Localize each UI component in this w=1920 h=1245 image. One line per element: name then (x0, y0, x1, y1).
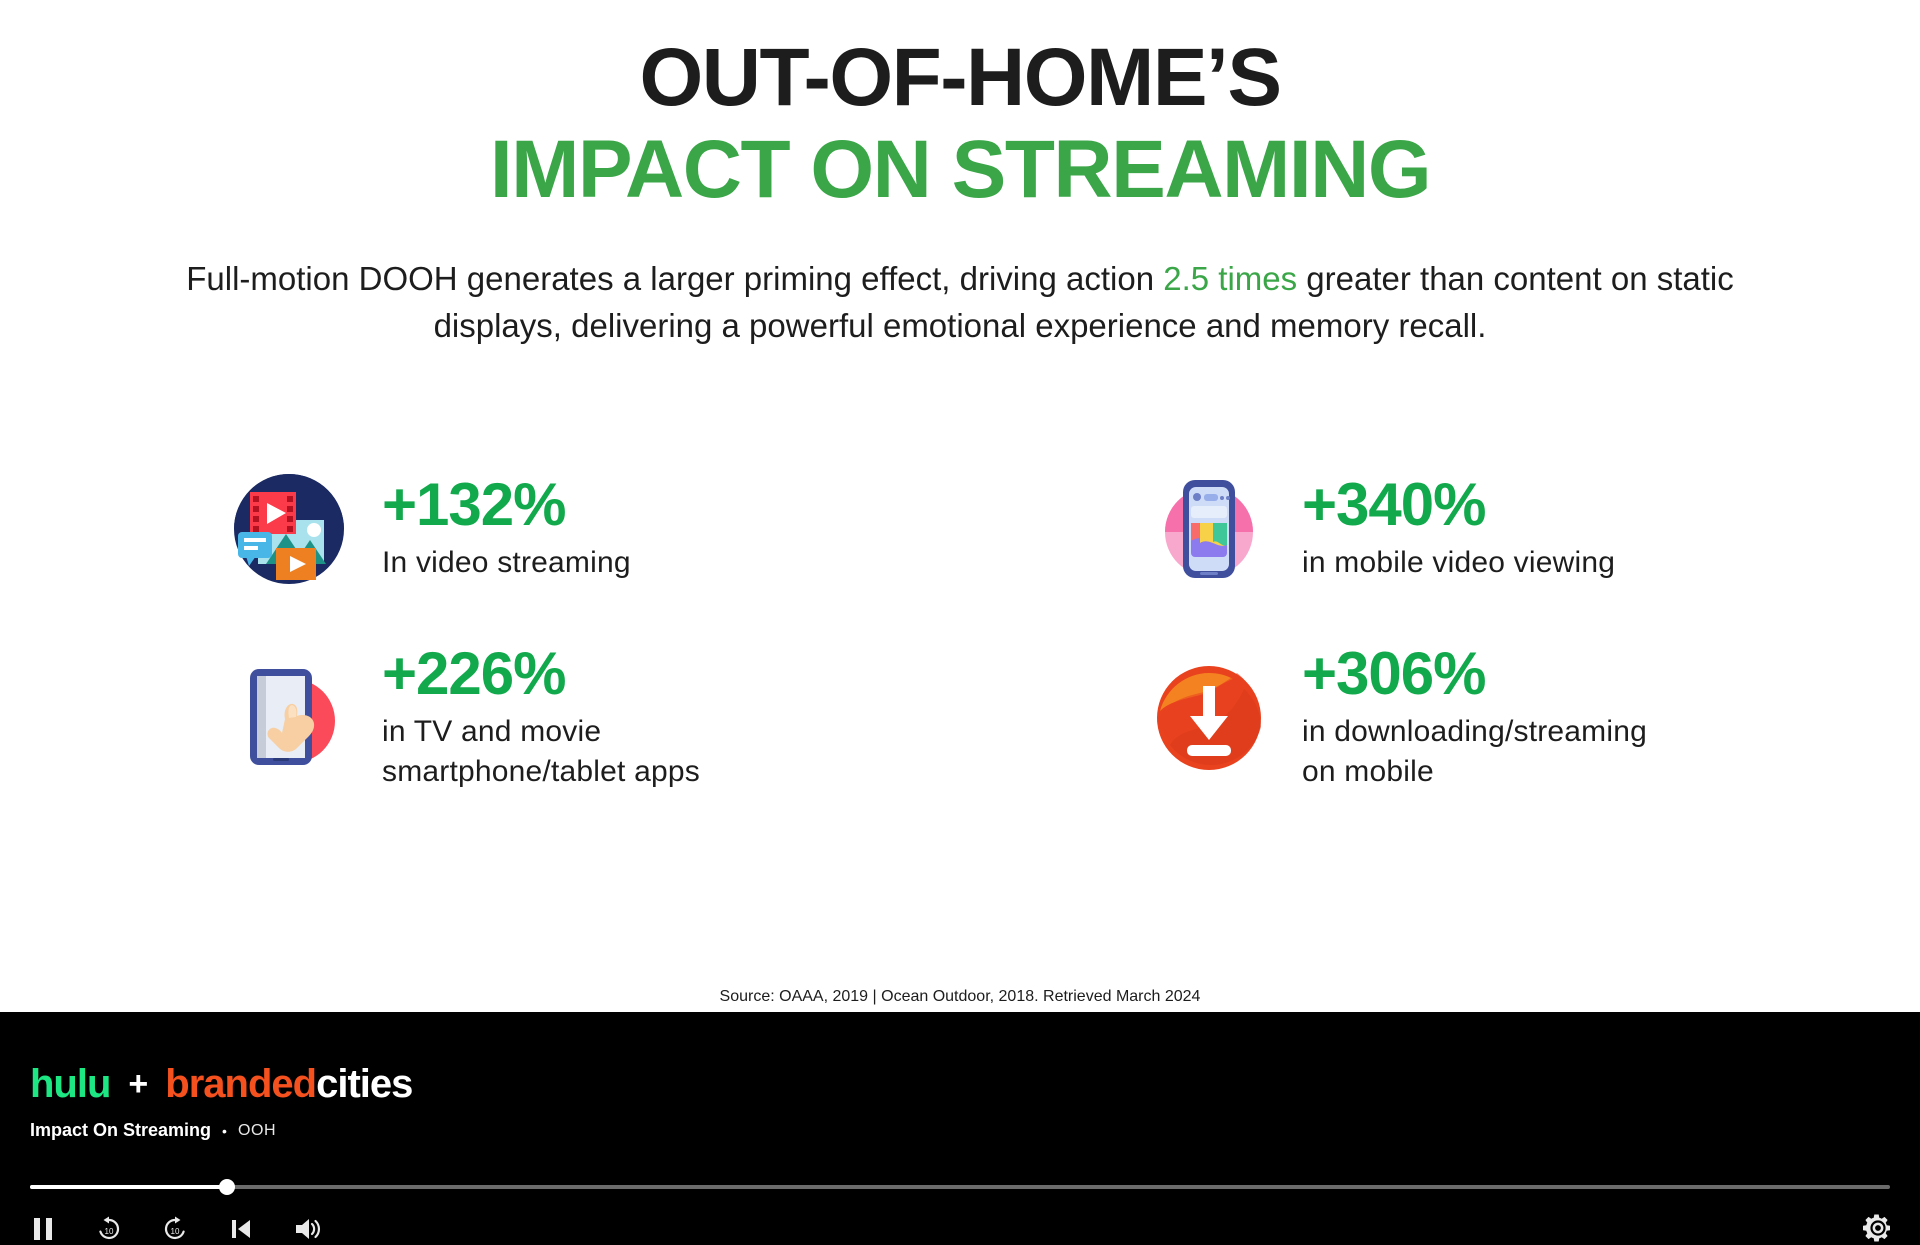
hulu-logo: hulu (30, 1062, 111, 1106)
stat-card-video-streaming: +132% In video streaming (0, 470, 960, 588)
media-meta: Impact On Streaming • OOH (30, 1120, 276, 1141)
stat-label-line-2: on mobile (1302, 754, 1434, 788)
volume-button[interactable] (290, 1212, 324, 1245)
stat-value: +306% (1302, 640, 1487, 707)
brandedcities-cities: cities (316, 1062, 413, 1106)
previous-slide-button[interactable] (224, 1212, 258, 1245)
svg-text:10: 10 (171, 1227, 180, 1236)
progress-handle[interactable] (219, 1179, 236, 1195)
stat-label: in mobile video viewing (1302, 546, 1616, 580)
stat-label-line-1: in TV and movie (382, 715, 602, 748)
media-tag: OOH (237, 1121, 277, 1139)
progress-track[interactable] (30, 1185, 1890, 1189)
subtitle-part-2: greater than content on static displays,… (433, 260, 1734, 345)
mobile-phone-icon (1150, 470, 1268, 588)
video-player-bar: hulu + brandedcities Impact On Streaming… (0, 1012, 1920, 1245)
stat-label: In video streaming (382, 546, 631, 580)
download-circle-icon (1150, 659, 1268, 777)
stat-text-block: +132% In video streaming (382, 475, 631, 583)
progress-scrubber[interactable] (30, 1179, 1890, 1195)
stat-card-downloading-streaming: +306% in downloading/streaming on mobile (960, 644, 1920, 791)
plus-separator: + (128, 1065, 148, 1103)
stat-card-mobile-video-viewing: +340% in mobile video viewing (960, 470, 1920, 588)
stat-text-block: +306% in downloading/streaming on mobile (1302, 644, 1647, 791)
meta-separator-dot: • (222, 1122, 227, 1139)
slide-title-block: OUT-OF-HOME’S IMPACT ON STREAMING (0, 0, 1920, 214)
branded-cities-logo: brandedcities (165, 1062, 413, 1107)
svg-text:10: 10 (105, 1227, 114, 1236)
progress-fill (30, 1185, 228, 1189)
stat-label-line-1: in downloading/streaming (1302, 715, 1648, 748)
slide-content: OUT-OF-HOME’S IMPACT ON STREAMING Full-m… (0, 0, 1920, 1005)
brand-lockup: hulu + brandedcities (30, 1062, 413, 1107)
stat-label-line-2: smartphone/tablet apps (382, 754, 700, 788)
settings-gear-icon[interactable] (1862, 1212, 1896, 1245)
source-citation: Source: OAAA, 2019 | Ocean Outdoor, 2018… (719, 988, 1201, 1005)
slide-subtitle: Full-motion DOOH generates a larger prim… (140, 256, 1780, 350)
stat-value: +226% (382, 640, 566, 707)
playback-controls: 10 10 (26, 1212, 324, 1245)
page-title-line-2: IMPACT ON STREAMING (489, 123, 1432, 215)
rewind-10-button[interactable]: 10 (92, 1212, 126, 1245)
brandedcities-branded: branded (165, 1062, 317, 1106)
stat-label: in TV and movie smartphone/tablet apps (382, 712, 700, 791)
media-title: Impact On Streaming (30, 1120, 212, 1140)
stat-value: +132% (382, 471, 566, 539)
page-title-line-1: OUT-OF-HOME’S (639, 32, 1282, 123)
stat-card-tv-movie-apps: +226% in TV and movie smartphone/tablet … (0, 644, 960, 791)
subtitle-part-1: Full-motion DOOH generates a larger prim… (186, 260, 1164, 298)
statistics-grid: +132% In video streaming (0, 470, 1920, 791)
stat-text-block: +226% in TV and movie smartphone/tablet … (382, 644, 700, 791)
subtitle-highlight: 2.5 times (1163, 260, 1298, 298)
stat-value: +340% (1302, 471, 1487, 539)
video-streaming-icon (230, 470, 348, 588)
forward-10-button[interactable]: 10 (158, 1212, 192, 1245)
stat-text-block: +340% in mobile video viewing (1302, 475, 1615, 583)
tablet-tap-icon (230, 659, 348, 777)
stat-label: in downloading/streaming on mobile (1302, 712, 1647, 791)
pause-button[interactable] (26, 1212, 60, 1245)
